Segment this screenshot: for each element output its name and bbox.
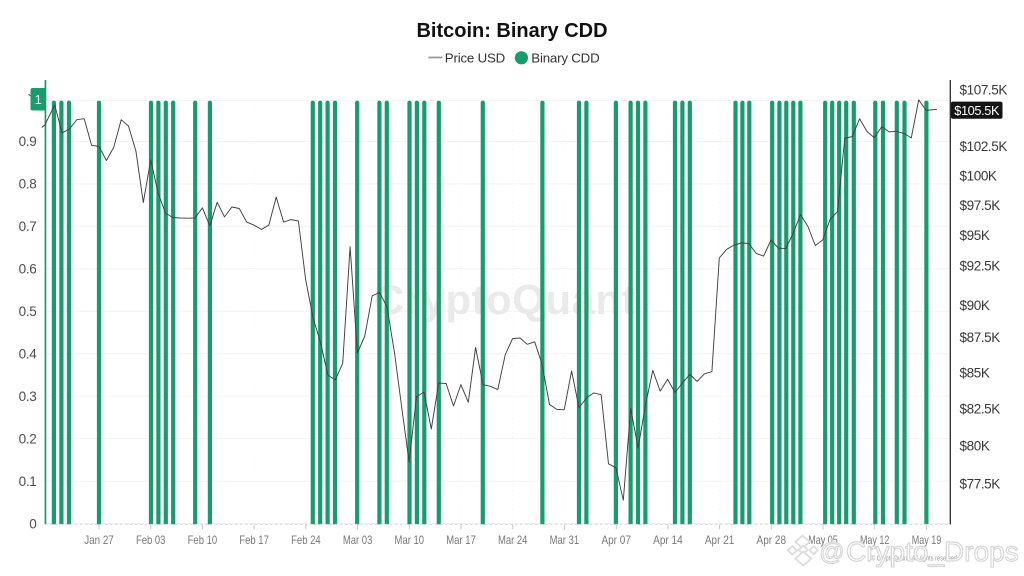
svg-text:0.9: 0.9 (19, 134, 37, 149)
svg-text:CryptoQuant: CryptoQuant (374, 276, 636, 323)
svg-text:$92.5K: $92.5K (960, 259, 1001, 274)
svg-text:Binary CDD: Binary CDD (531, 51, 599, 66)
svg-text:Mar 17: Mar 17 (446, 533, 476, 547)
svg-text:0: 0 (29, 516, 36, 531)
svg-text:0.1: 0.1 (19, 474, 37, 489)
svg-text:$82.5K: $82.5K (960, 402, 1001, 417)
svg-text:$80K: $80K (960, 438, 990, 453)
svg-text:$100K: $100K (960, 169, 997, 184)
svg-text:Apr 07: Apr 07 (601, 533, 631, 547)
svg-text:May 19: May 19 (912, 533, 942, 547)
svg-text:$90K: $90K (960, 298, 990, 313)
svg-text:May 05: May 05 (808, 533, 838, 547)
svg-text:© CryptoQuant. All rights rese: © CryptoQuant. All rights reserved (871, 555, 957, 563)
svg-text:0.4: 0.4 (19, 347, 38, 362)
svg-text:Jan 27: Jan 27 (84, 533, 114, 547)
svg-text:Feb 17: Feb 17 (239, 533, 269, 547)
svg-text:Apr 14: Apr 14 (653, 533, 683, 547)
svg-text:0.6: 0.6 (19, 262, 37, 277)
svg-text:0.7: 0.7 (19, 219, 37, 234)
svg-text:$97.5K: $97.5K (960, 198, 1001, 213)
svg-text:Feb 24: Feb 24 (291, 533, 321, 547)
svg-text:0.8: 0.8 (19, 177, 37, 192)
svg-text:$105.5K: $105.5K (954, 103, 1000, 118)
svg-text:Mar 10: Mar 10 (395, 533, 425, 547)
svg-text:@: @ (819, 538, 844, 566)
svg-text:$85K: $85K (960, 365, 990, 380)
svg-text:May 12: May 12 (860, 533, 890, 547)
svg-text:Apr 28: Apr 28 (757, 533, 787, 547)
svg-text:Price USD: Price USD (445, 51, 505, 66)
svg-text:Bitcoin: Binary CDD: Bitcoin: Binary CDD (416, 20, 607, 42)
svg-text:Feb 10: Feb 10 (188, 533, 218, 547)
svg-text:1: 1 (35, 92, 42, 107)
svg-text:$107.5K: $107.5K (960, 82, 1008, 97)
svg-text:0.3: 0.3 (19, 389, 37, 404)
svg-text:Apr 21: Apr 21 (705, 533, 735, 547)
svg-text:0.2: 0.2 (19, 432, 37, 447)
svg-text:$87.5K: $87.5K (960, 330, 1001, 345)
svg-text:$77.5K: $77.5K (960, 477, 1001, 492)
svg-text:$95K: $95K (960, 228, 990, 243)
svg-text:Mar 31: Mar 31 (550, 533, 580, 547)
svg-text:Crypto_Drops: Crypto_Drops (846, 536, 1019, 567)
svg-text:$102.5K: $102.5K (960, 139, 1008, 154)
svg-text:Mar 24: Mar 24 (498, 533, 528, 547)
svg-text:Mar 03: Mar 03 (343, 533, 373, 547)
svg-text:Feb 03: Feb 03 (136, 533, 166, 547)
svg-text:0.5: 0.5 (19, 304, 37, 319)
